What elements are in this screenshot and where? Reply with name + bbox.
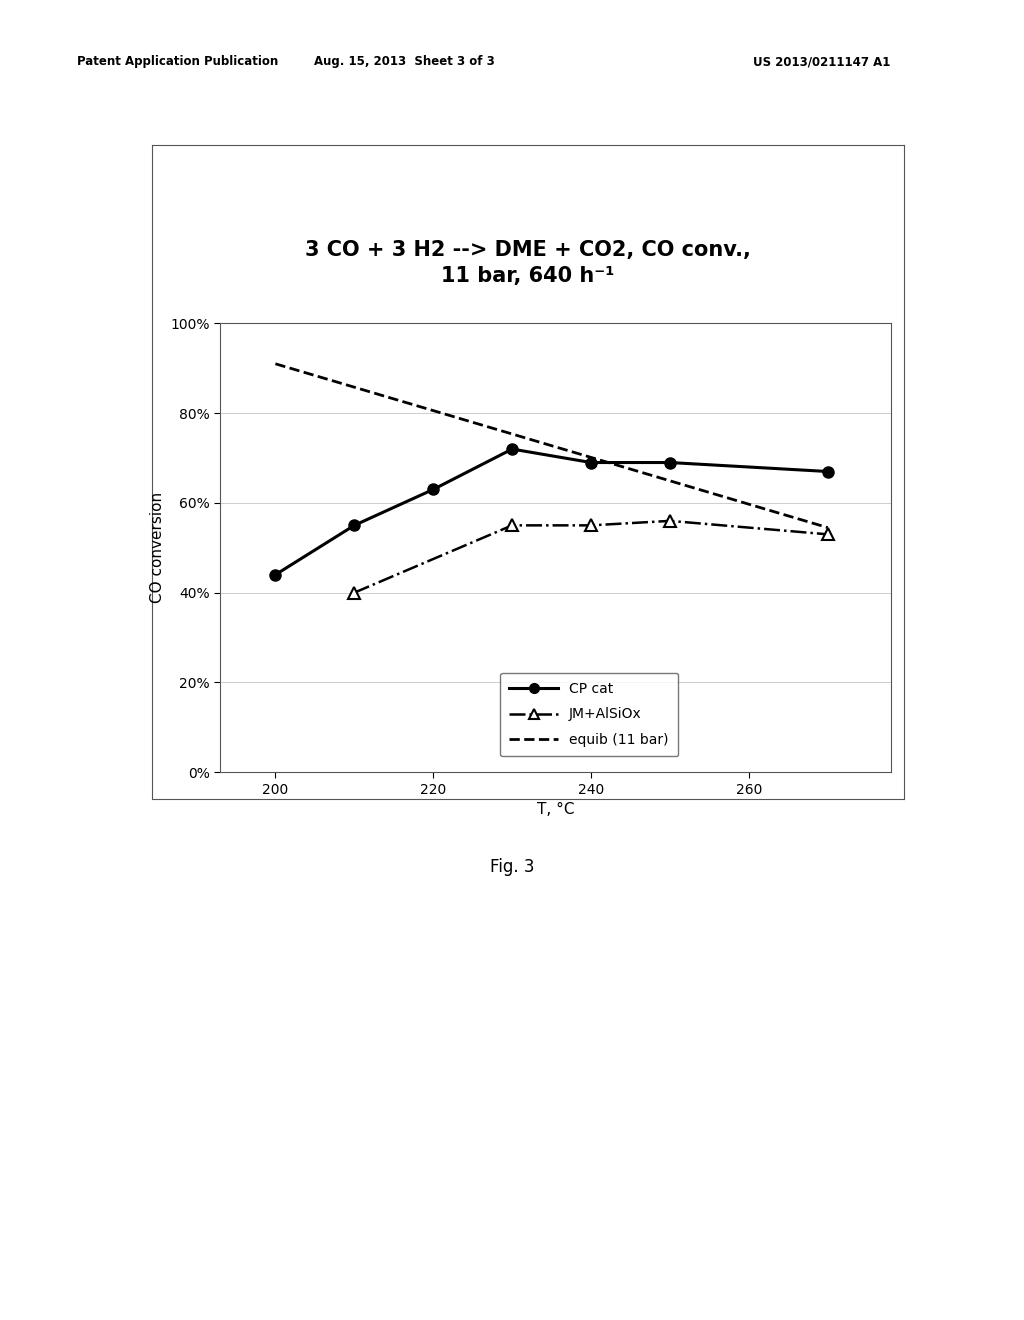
Text: Fig. 3: Fig. 3 — [489, 858, 535, 876]
Legend: CP cat, JM+AlSiOx, equib (11 bar): CP cat, JM+AlSiOx, equib (11 bar) — [500, 673, 678, 756]
Text: US 2013/0211147 A1: US 2013/0211147 A1 — [753, 55, 890, 69]
Y-axis label: CO conversion: CO conversion — [150, 492, 165, 603]
Text: 3 CO + 3 H2 --> DME + CO2, CO conv.,
11 bar, 640 h⁻¹: 3 CO + 3 H2 --> DME + CO2, CO conv., 11 … — [305, 240, 751, 286]
Text: Patent Application Publication: Patent Application Publication — [77, 55, 279, 69]
Text: Aug. 15, 2013  Sheet 3 of 3: Aug. 15, 2013 Sheet 3 of 3 — [314, 55, 495, 69]
X-axis label: T, °C: T, °C — [537, 803, 574, 817]
